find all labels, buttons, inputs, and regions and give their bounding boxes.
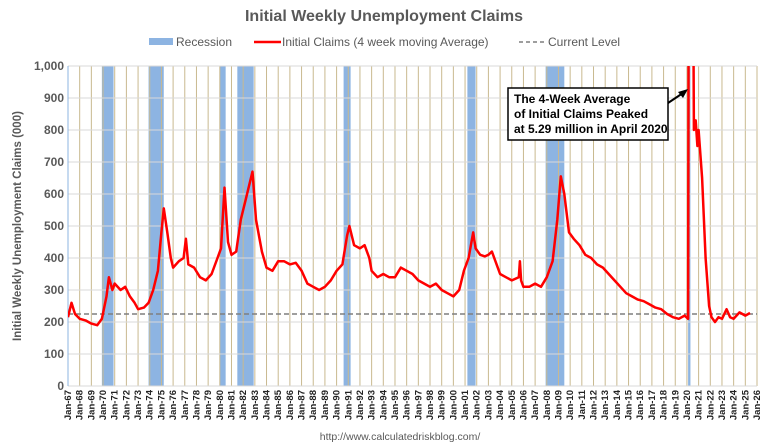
x-tick-label: Jan-07 [530,390,541,420]
x-tick-label: Jan-73 [133,390,144,420]
x-tick-label: Jan-20 [682,390,693,420]
legend-recession-label: Recession [176,35,232,49]
x-tick-label: Jan-88 [308,390,319,420]
x-tick-label: Jan-87 [297,390,308,420]
x-tick-label: Jan-77 [180,390,191,420]
x-tick-label: Jan-85 [273,389,284,420]
x-tick-label: Jan-81 [226,389,237,420]
x-tick-label: Jan-06 [518,390,529,420]
x-tick-label: Jan-93 [367,390,378,420]
x-tick-label: Jan-82 [238,390,249,420]
x-tick-label: Jan-12 [589,390,600,420]
y-tick-label: 200 [44,315,64,329]
y-tick-label: 900 [44,91,64,105]
x-tick-label: Jan-15 [624,389,635,420]
x-tick-label: Jan-24 [729,389,740,420]
x-tick-label: Jan-16 [635,390,646,420]
x-tick-label: Jan-94 [378,389,389,420]
x-tick-label: Jan-09 [553,390,564,420]
x-tick-label: Jan-74 [145,389,156,420]
y-tick-label: 400 [44,251,64,265]
x-tick-label: Jan-70 [98,390,109,420]
x-tick-label: Jan-89 [320,390,331,420]
x-tick-label: Jan-67 [63,390,74,420]
x-tick-label: Jan-22 [705,390,716,420]
x-tick-label: Jan-71 [110,389,121,420]
annotation-line-2: of Initial Claims Peaked [514,107,648,121]
x-tick-label: Jan-04 [495,389,506,420]
y-tick-label: 1,000 [34,59,64,73]
x-tick-label: Jan-13 [600,390,611,420]
x-tick-label: Jan-10 [565,390,576,420]
x-tick-label: Jan-03 [483,390,494,420]
x-tick-label: Jan-17 [647,390,658,420]
x-tick-label: Jan-02 [472,390,483,420]
x-tick-label: Jan-92 [355,390,366,420]
x-tick-label: Jan-98 [425,390,436,420]
y-tick-label: 100 [44,347,64,361]
y-tick-label: 700 [44,155,64,169]
x-tick-label: Jan-91 [343,389,354,420]
y-tick-label: 300 [44,283,64,297]
x-tick-label: Jan-75 [156,389,167,420]
annotation-arrowhead [678,89,688,98]
annotation-box [507,87,669,141]
legend-current-label: Current Level [548,35,620,49]
x-tick-label: Jan-14 [612,389,623,420]
x-tick-label: Jan-00 [448,390,459,420]
y-tick-label: 800 [44,123,64,137]
x-tick-label: Jan-83 [250,390,261,420]
x-tick-label: Jan-18 [659,390,670,420]
x-tick-label: Jan-80 [215,390,226,420]
x-tick-label: Jan-23 [717,390,728,420]
x-tick-label: Jan-96 [402,390,413,420]
annotation-line-3: at 5.29 million in April 2020 [514,122,668,136]
x-tick-label: Jan-26 [752,390,763,420]
x-tick-label: Jan-68 [75,390,86,420]
x-tick-label: Jan-97 [413,390,424,420]
x-tick-label: Jan-95 [390,389,401,420]
y-tick-label: 600 [44,187,64,201]
x-tick-label: Jan-19 [670,390,681,420]
x-tick-label: Jan-84 [262,389,273,420]
claims-line [68,66,751,327]
x-tick-label: Jan-11 [577,389,588,419]
y-tick-label: 0 [57,379,64,393]
x-tick-label: Jan-79 [203,390,214,420]
chart-title: Initial Weekly Unemployment Claims [245,8,523,25]
legend: Recession Initial Claims (4 week moving … [149,35,620,49]
y-axis-label: Initial Weekly Unemployment Claims (000) [12,111,24,341]
annotation-line-1: The 4-Week Average [514,92,631,106]
x-tick-label: Jan-01 [460,389,471,420]
x-tick-label: Jan-86 [285,390,296,420]
x-tick-label: Jan-78 [191,390,202,420]
y-tick-label: 500 [44,219,64,233]
legend-claims-label: Initial Claims (4 week moving Average) [282,35,489,49]
x-tick-label: Jan-69 [86,390,97,420]
annotation: The 4-Week Average of Initial Claims Pea… [507,87,688,141]
x-tick-label: Jan-99 [437,390,448,420]
x-tick-label: Jan-05 [507,389,518,420]
x-tick-label: Jan-90 [332,390,343,420]
legend-recession-swatch [149,38,173,45]
source-url: http://www.calculatedriskblog.com/ [320,431,481,443]
x-tick-label: Jan-21 [694,389,705,420]
x-tick-label: Jan-72 [121,390,132,420]
x-tick-label: Jan-76 [168,390,179,420]
x-tick-label: Jan-08 [542,390,553,420]
x-tick-label: Jan-25 [740,389,751,420]
